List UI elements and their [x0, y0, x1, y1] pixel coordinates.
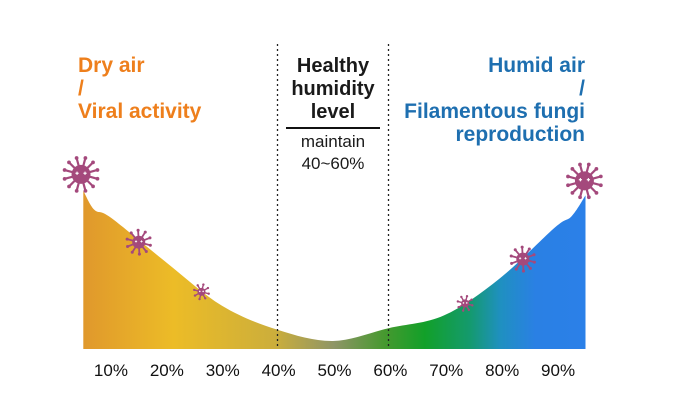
- virus-icon: [193, 283, 210, 301]
- maintain-label: maintain: [300, 132, 366, 151]
- healthy-humidity-label: Healthy humidity level maintain 40~60%: [279, 55, 387, 175]
- virus-icon: [125, 228, 152, 256]
- risk-area-curve: [83, 190, 586, 349]
- virus-icon: [566, 162, 603, 200]
- axis-tick-label: 10%: [93, 361, 128, 380]
- axis-tick-label: 90%: [541, 361, 576, 380]
- axis-tick-label: 20%: [149, 361, 184, 380]
- dry-air-label-slash: /: [78, 77, 84, 100]
- humidity-axis: 10% 20% 30% 40% 50% 60% 70% 80% 90%: [83, 361, 586, 381]
- dry-air-label-line1: Dry air: [78, 54, 145, 77]
- virus-icon: [62, 156, 100, 193]
- axis-tick-label: 50%: [317, 361, 352, 380]
- healthy-label-line2: humidity: [291, 78, 375, 100]
- label-divider: [286, 127, 380, 129]
- humid-air-label-line1: Humid air: [488, 54, 585, 77]
- axis-tick-label: 70%: [429, 361, 464, 380]
- virus-icon: [509, 245, 536, 273]
- axis-tick-label: 60%: [373, 361, 408, 380]
- virus-icon: [456, 294, 474, 312]
- humid-air-label-line4: reproduction: [455, 123, 586, 146]
- axis-tick-label: 40%: [261, 361, 296, 380]
- healthy-label-line3: level: [310, 101, 356, 123]
- humid-air-label-slash: /: [579, 77, 585, 100]
- healthy-label-line1: Healthy: [296, 55, 370, 77]
- range-label: 40~60%: [301, 154, 365, 173]
- dry-air-label: Dry air / Viral activity: [78, 54, 201, 123]
- axis-tick-label: 30%: [205, 361, 240, 380]
- dry-air-label-line3: Viral activity: [78, 100, 202, 123]
- humid-air-label-line3: Filamentous fungi: [404, 100, 585, 123]
- axis-tick-label: 80%: [485, 361, 520, 380]
- humid-air-label: Humid air / Filamentous fungi reproducti…: [350, 54, 585, 146]
